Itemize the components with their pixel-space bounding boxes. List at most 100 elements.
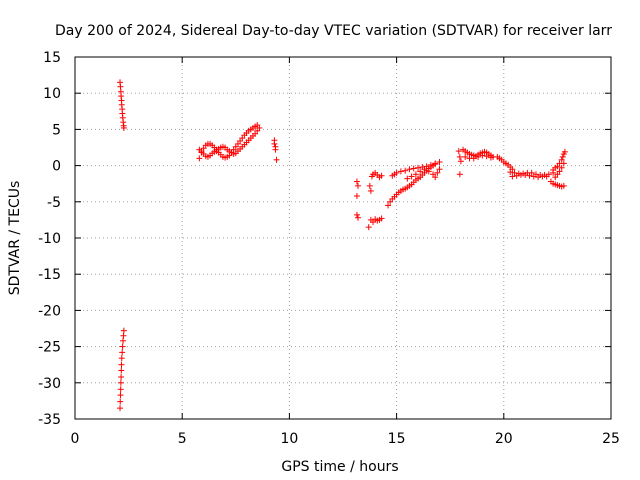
data-point: [353, 211, 360, 218]
data-point: [415, 164, 422, 171]
data-point: [421, 166, 428, 173]
y-tick-label: 10: [43, 86, 61, 102]
data-point: [559, 153, 566, 160]
data-point: [507, 169, 514, 176]
data-point: [408, 173, 415, 180]
data-point: [427, 161, 434, 168]
x-axis-title: GPS time / hours: [281, 459, 398, 475]
axis-ticks: [74, 56, 612, 420]
data-point: [118, 367, 125, 374]
data-point: [436, 158, 443, 165]
data-point: [117, 398, 124, 405]
x-tick-label: 25: [602, 431, 620, 447]
data-point: [118, 374, 125, 381]
y-tick-label: 15: [43, 50, 61, 66]
x-tick-label: 0: [71, 431, 80, 447]
data-point: [425, 168, 432, 175]
data-point: [560, 182, 567, 189]
grid-lines: [75, 57, 611, 419]
data-point: [120, 327, 127, 334]
data-point: [385, 202, 392, 209]
data-point: [118, 355, 125, 362]
data-point: [119, 343, 126, 350]
data-point: [475, 153, 482, 160]
data-point: [117, 405, 124, 412]
data-point: [558, 156, 565, 163]
x-tick-label: 10: [280, 431, 298, 447]
data-point: [479, 152, 486, 159]
data-point: [365, 224, 372, 231]
data-point: [397, 168, 404, 175]
y-axis-title: SDTVAR / TECUs: [7, 181, 23, 296]
data-point: [378, 215, 385, 222]
data-point: [117, 392, 124, 399]
data-point: [434, 169, 441, 176]
data-point: [526, 172, 533, 179]
y-tick-label: 0: [52, 159, 61, 175]
data-point: [530, 173, 537, 180]
data-point: [456, 171, 463, 178]
y-tick-label: -10: [38, 231, 61, 247]
data-point: [353, 193, 360, 200]
data-point: [436, 166, 443, 173]
data-point: [117, 386, 124, 393]
data-point: [483, 153, 490, 160]
data-point: [561, 148, 568, 155]
y-tick-label: -25: [38, 340, 61, 356]
data-point: [487, 154, 494, 161]
x-tick-label: 5: [178, 431, 187, 447]
y-tick-label: 5: [52, 122, 61, 138]
data-point: [119, 349, 126, 356]
data-point: [535, 174, 542, 181]
y-tick-label: -5: [47, 195, 61, 211]
data-point: [120, 337, 127, 344]
data-point: [355, 214, 362, 221]
data-point: [404, 175, 411, 182]
data-point: [120, 124, 127, 131]
data-point: [556, 168, 563, 175]
data-point: [543, 173, 550, 180]
data-point: [406, 166, 413, 173]
data-point: [432, 160, 439, 167]
data-point: [462, 153, 469, 160]
data-point: [393, 169, 400, 176]
data-point: [367, 187, 374, 194]
data-point: [412, 171, 419, 178]
chart-title: Day 200 of 2024, Sidereal Day-to-day VTE…: [55, 23, 612, 39]
data-point: [118, 361, 125, 368]
data-point: [455, 148, 462, 155]
data-point: [417, 168, 424, 175]
data-point: [513, 172, 520, 179]
data-point: [456, 153, 463, 160]
data-point: [410, 165, 417, 172]
y-tick-label: -35: [38, 412, 61, 428]
x-tick-label: 20: [495, 431, 513, 447]
data-point: [271, 140, 278, 147]
data-point: [273, 156, 280, 163]
data-point: [470, 155, 477, 162]
x-tick-labels: 0 5 10 15 20 25: [71, 431, 620, 447]
data-point: [120, 332, 127, 339]
data-point: [457, 158, 464, 165]
x-tick-label: 15: [388, 431, 406, 447]
data-point: [355, 182, 362, 189]
y-tick-label: -20: [38, 303, 61, 319]
data-point: [366, 182, 373, 189]
data-points: [117, 79, 568, 412]
data-point: [353, 178, 360, 185]
y-tick-labels: 15 10 5 0 -5 -10 -15 -20 -25 -30 -35: [38, 50, 61, 428]
data-point: [560, 160, 567, 167]
data-point: [378, 172, 385, 179]
y-tick-label: -15: [38, 267, 61, 283]
data-point: [272, 146, 279, 153]
y-tick-label: -30: [38, 376, 61, 392]
data-point: [522, 172, 529, 179]
data-point: [196, 155, 203, 162]
data-point: [117, 379, 124, 386]
data-point: [558, 164, 565, 171]
data-point: [432, 174, 439, 181]
data-point: [509, 173, 516, 180]
data-point: [254, 127, 261, 134]
data-point: [402, 167, 409, 174]
